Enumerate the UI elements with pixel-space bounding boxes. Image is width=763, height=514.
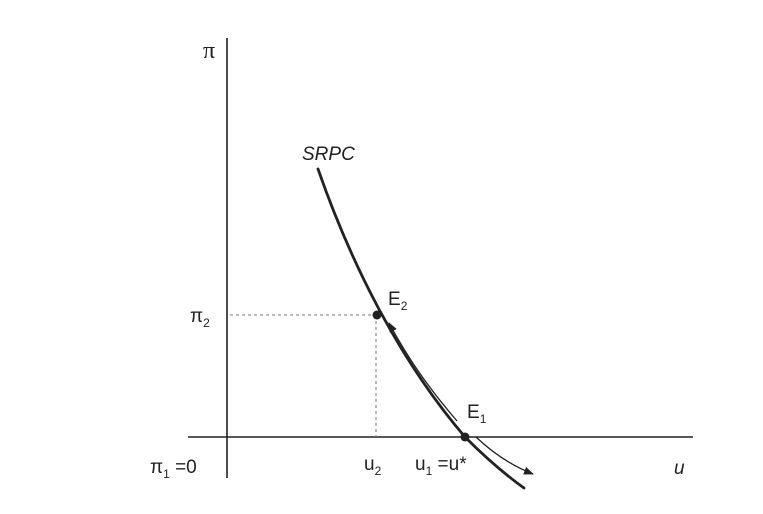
arrow-from-e1: [475, 436, 534, 475]
x-axis-label: u: [674, 458, 685, 479]
pi1-tick-label: π1 =0: [150, 457, 197, 481]
srpc-curve: [316, 167, 526, 490]
pi2-tick-label: π2: [190, 306, 210, 330]
point-e1: [460, 432, 470, 442]
u1-tick-label: u1 =u*: [415, 454, 467, 478]
e1-label: E1: [467, 402, 487, 426]
arrow-to-e2: [388, 322, 458, 422]
u2-tick-label: u2: [364, 454, 382, 478]
y-axis-label: π: [203, 38, 215, 64]
point-e2: [372, 310, 382, 320]
srpc-label: SRPC: [302, 144, 355, 165]
e2-label: E2: [388, 289, 408, 313]
